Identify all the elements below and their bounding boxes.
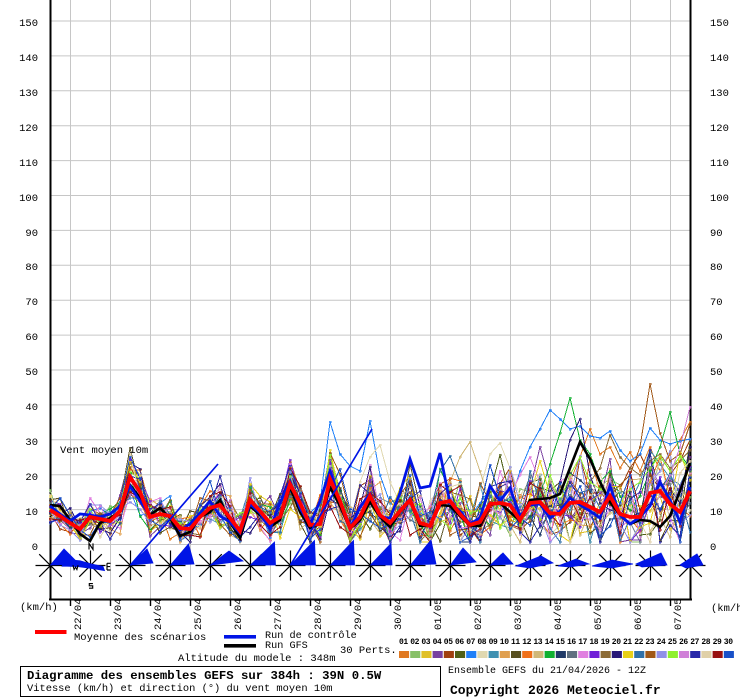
svg-text:29/04: 29/04 [353,598,365,630]
svg-text:22/04: 22/04 [73,598,85,630]
svg-text:24/04: 24/04 [153,598,165,630]
svg-text:06/05: 06/05 [633,598,645,630]
svg-text:02/05: 02/05 [473,598,485,630]
svg-text:28/04: 28/04 [313,598,325,630]
svg-text:26/04: 26/04 [233,598,245,630]
svg-text:27/04: 27/04 [273,598,285,630]
svg-text:01/05: 01/05 [433,598,445,630]
svg-text:30/04: 30/04 [393,598,405,630]
svg-text:05/05: 05/05 [593,598,605,630]
svg-text:03/05: 03/05 [513,598,525,630]
svg-text:07/05: 07/05 [673,598,685,630]
svg-text:25/04: 25/04 [193,598,205,630]
svg-text:23/04: 23/04 [113,598,125,630]
svg-text:04/05: 04/05 [553,598,565,630]
